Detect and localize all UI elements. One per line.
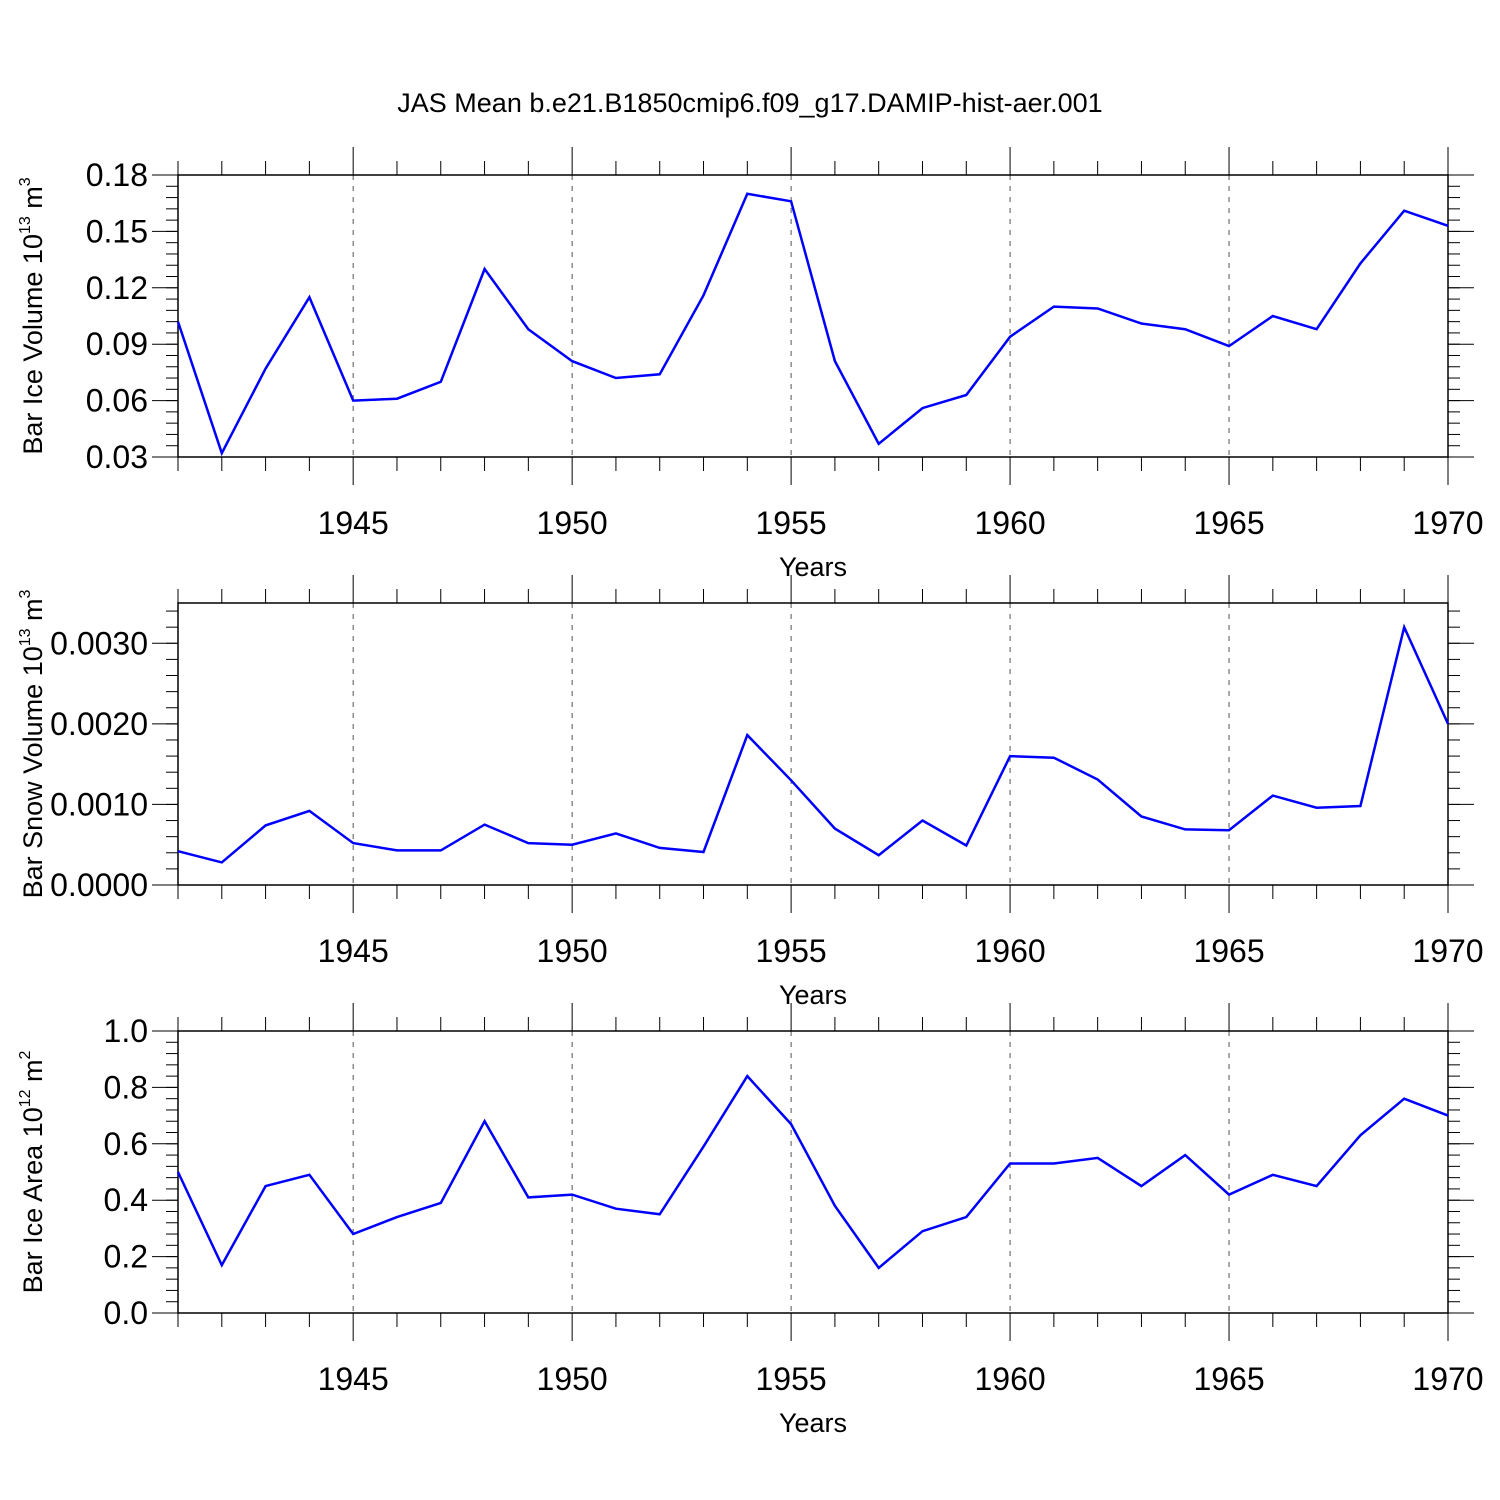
- panel-ice-area: 0.0 0.2 0.4 0.6 0.8 1.0 1945 1950 1955 1960 1965 19…: [17, 1003, 1484, 1438]
- x-axis-label: Years: [779, 980, 847, 1010]
- y-axis-label-superscript: 12: [17, 1089, 34, 1107]
- plot-frame: [177, 602, 1449, 886]
- x-axis-label: Years: [779, 1408, 847, 1438]
- x-tick-label: 1945: [318, 1361, 389, 1397]
- y-tick-label: 0.06: [86, 383, 148, 419]
- y-tick-label: 0.03: [86, 439, 148, 475]
- y-axis-label-superscript: 3: [17, 589, 34, 598]
- y-axis-label-superscript: 13: [17, 216, 34, 234]
- plot-frame: [177, 174, 1449, 458]
- y-axis-label: Bar Ice Volume 1013 m3: [17, 177, 48, 454]
- y-axis-label-text: Bar Ice Area 10: [18, 1107, 48, 1293]
- y-tick-label: 0.15: [86, 213, 148, 249]
- x-tick-label: 1945: [318, 505, 389, 541]
- x-tick-label: 1965: [1193, 933, 1264, 969]
- y-tick-label: 0.0000: [50, 867, 148, 903]
- y-axis-label: Bar Snow Volume 1013 m3: [17, 589, 48, 898]
- x-tick-label: 1950: [537, 505, 608, 541]
- x-tick-label: 1970: [1412, 505, 1483, 541]
- y-tick-label: 0.8: [104, 1069, 148, 1105]
- panel-snow-volume: 0.0000 0.0010 0.0020 0.0030 1945 1950 1955 1960…: [17, 575, 1484, 1010]
- x-tick-label: 1960: [974, 505, 1045, 541]
- y-tick-label: 0.18: [86, 157, 148, 193]
- x-tick-label: 1960: [974, 933, 1045, 969]
- y-axis-label-superscript: 13: [17, 628, 34, 646]
- y-tick-label: 0.0: [104, 1295, 148, 1331]
- y-axis-label: Bar Ice Area 1012 m2: [17, 1050, 48, 1293]
- series-line: [176, 192, 1449, 457]
- y-axis-label-text: m: [18, 1059, 48, 1089]
- x-tick-label: 1955: [756, 933, 827, 969]
- y-axis-label-text: Bar Snow Volume 10: [18, 646, 48, 898]
- y-tick-label: 1.0: [104, 1013, 148, 1049]
- y-tick-label: 0.4: [104, 1182, 148, 1218]
- x-tick-label: 1970: [1412, 1361, 1483, 1397]
- x-tick-label: 1970: [1412, 933, 1483, 969]
- x-tick-label: 1950: [537, 1361, 608, 1397]
- y-tick-label: 0.0020: [50, 706, 148, 742]
- y-tick-label: 0.2: [104, 1239, 148, 1275]
- x-tick-label: 1955: [756, 1361, 827, 1397]
- y-tick-label: 0.0010: [50, 786, 148, 822]
- figure-title: JAS Mean b.e21.B1850cmip6.f09_g17.DAMIP-…: [397, 88, 1102, 118]
- y-axis-label-text: m: [18, 186, 48, 216]
- x-tick-label: 1965: [1193, 505, 1264, 541]
- x-axis-label: Years: [779, 552, 847, 582]
- plot-frame: [177, 1030, 1449, 1314]
- y-axis-label-superscript: 2: [17, 1050, 34, 1059]
- y-axis-label-superscript: 3: [17, 177, 34, 186]
- y-axis-label-text: Bar Ice Volume 10: [18, 234, 48, 455]
- y-tick-label: 0.6: [104, 1126, 148, 1162]
- x-tick-label: 1955: [756, 505, 827, 541]
- y-tick-label: 0.09: [86, 326, 148, 362]
- x-tick-label: 1965: [1193, 1361, 1264, 1397]
- y-axis-label-text: m: [18, 598, 48, 628]
- x-tick-label: 1945: [318, 933, 389, 969]
- x-tick-label: 1950: [537, 933, 608, 969]
- series-line: [177, 623, 1450, 864]
- y-tick-label: 0.0030: [50, 625, 148, 661]
- y-tick-label: 0.12: [86, 270, 148, 306]
- x-tick-label: 1960: [974, 1361, 1045, 1397]
- panel-ice-volume: 0.03 0.06 0.09 0.12 0.15 0.18 1945 1950 1955 1960…: [17, 147, 1484, 582]
- series-line: [176, 1074, 1449, 1270]
